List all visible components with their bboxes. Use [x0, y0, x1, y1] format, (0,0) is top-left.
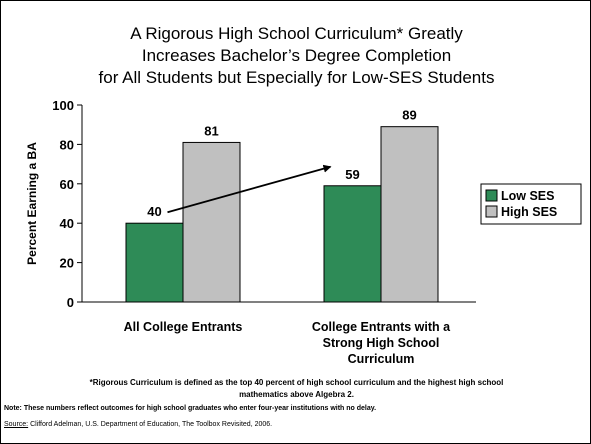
- comparison-arrow: [167, 164, 332, 214]
- y-tick-label: 0: [67, 295, 74, 310]
- y-tick-label: 80: [60, 137, 74, 152]
- footnote-line-2: mathematics above Algebra 2.: [239, 390, 354, 399]
- bar-high-ses: [380, 126, 439, 303]
- legend-box: [480, 183, 582, 225]
- y-tick-label: 60: [60, 177, 74, 192]
- source-text: Clifford Adelman, U.S. Department of Edu…: [28, 421, 273, 428]
- legend-swatch: [485, 205, 498, 218]
- category-label: Strong High School: [323, 336, 440, 350]
- bar-chart: 0 20 40 60 80 100 Percent Earning a BA 40 59 81 89…: [25, 98, 582, 366]
- curriculum-footnote: *Rigorous Curriculum is defined as the t…: [1, 377, 590, 401]
- title-line-1: A Rigorous High School Curriculum* Great…: [130, 24, 463, 43]
- legend-swatch: [485, 189, 498, 202]
- bar-low-ses: [323, 185, 382, 303]
- category-label: Curriculum: [348, 352, 415, 366]
- y-axis-title: Percent Earning a BA: [25, 142, 39, 265]
- y-tick-label: 20: [60, 256, 74, 271]
- data-label: 89: [402, 108, 416, 123]
- category-label: College Entrants with a: [312, 320, 451, 334]
- y-tick-label: 40: [60, 216, 74, 231]
- data-label: 59: [345, 167, 359, 182]
- legend-label: High SES: [501, 205, 557, 219]
- data-label: 40: [147, 204, 161, 219]
- category-label: All College Entrants: [124, 320, 243, 334]
- plot-area: 0 20 40 60 80 100 Percent Earning a BA 40 59 81 89…: [25, 98, 582, 366]
- note-text: Note: These numbers reflect outcomes for…: [4, 405, 377, 412]
- source-label: Source:: [4, 421, 29, 428]
- data-label: 81: [204, 123, 218, 138]
- legend-label: Low SES: [501, 189, 554, 203]
- footnote-line-1: *Rigorous Curriculum is defined as the t…: [89, 378, 504, 387]
- bar-low-ses: [125, 222, 184, 303]
- title-line-2: Increases Bachelor’s Degree Completion: [141, 46, 452, 65]
- slide-title: A Rigorous High School Curriculum* Great…: [1, 23, 590, 89]
- y-tick-label: 100: [52, 98, 74, 113]
- bar-high-ses: [182, 141, 241, 303]
- title-line-3: for All Students but Especially for Low-…: [98, 68, 495, 87]
- source-line: Source: Clifford Adelman, U.S. Departmen…: [4, 421, 272, 428]
